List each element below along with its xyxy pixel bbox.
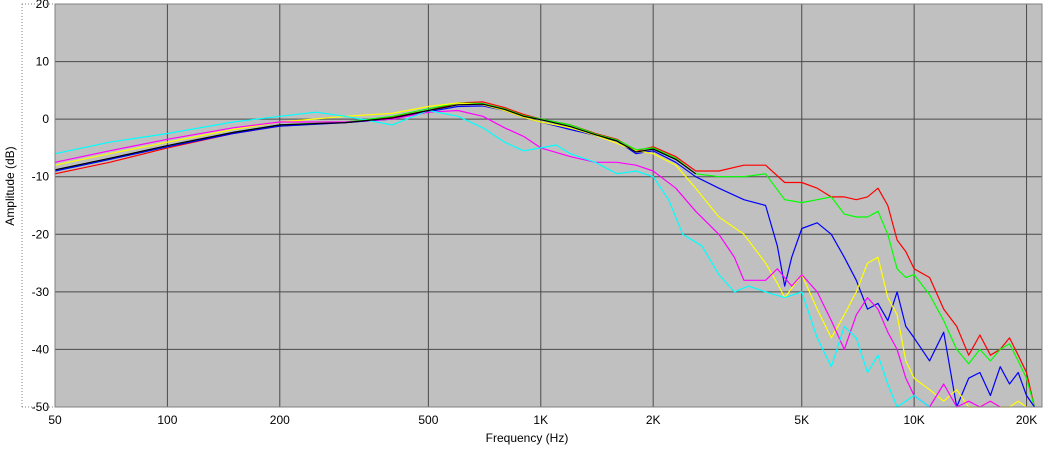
y-tick-label: -40 xyxy=(32,342,50,356)
series-line xyxy=(54,105,1035,408)
x-tick-label: 1K xyxy=(533,413,548,427)
x-axis-title: Frequency (Hz) xyxy=(486,431,569,445)
y-tick-label: 20 xyxy=(36,0,50,11)
y-tick-label: -30 xyxy=(32,285,50,299)
x-tick-label: 20K xyxy=(1016,413,1037,427)
x-tick-label: 200 xyxy=(270,413,290,427)
series-line xyxy=(54,109,930,408)
x-tick-label: 2K xyxy=(646,413,661,427)
x-tick-label: 10K xyxy=(903,413,924,427)
x-tick-label: 50 xyxy=(48,413,62,427)
x-tick-labels: 50 100 200 500 1K 2K 5K 10K 20K xyxy=(48,413,1037,427)
y-tick-labels: 20 10 0 -10 -20 -30 -40 -50 xyxy=(32,0,50,414)
series-group xyxy=(54,101,1036,408)
y-tick-label: 10 xyxy=(36,55,50,69)
plot-area xyxy=(55,4,1042,407)
plot-frame xyxy=(54,3,1043,408)
y-tick-label: -20 xyxy=(32,227,50,241)
series-line xyxy=(54,103,697,175)
y-tick-label: -50 xyxy=(32,400,50,414)
y-tick-label: 0 xyxy=(42,112,49,126)
x-tick-label: 500 xyxy=(418,413,438,427)
series-line xyxy=(54,102,1036,408)
x-tick-label: 100 xyxy=(157,413,177,427)
series-line xyxy=(54,101,1036,408)
y-axis-title: Amplitude (dB) xyxy=(3,146,17,225)
y-tick-label: -10 xyxy=(32,170,50,184)
x-tick-label: 5K xyxy=(794,413,809,427)
